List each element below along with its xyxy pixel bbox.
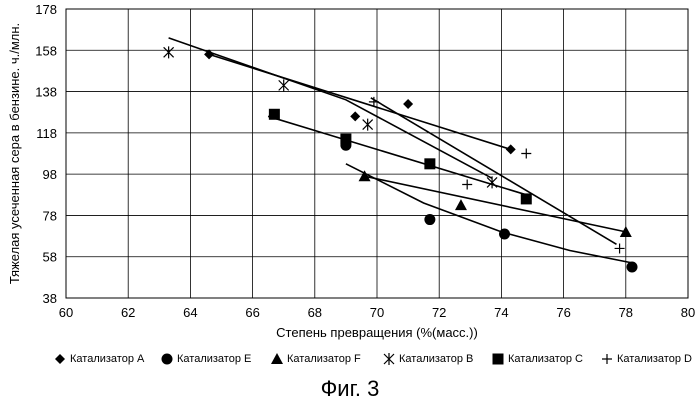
y-tick-label: 98: [43, 167, 57, 182]
x-tick-label: 70: [370, 305, 384, 320]
square-marker-icon: [492, 353, 504, 365]
data-point-series-2: [619, 225, 632, 237]
trend-lines: [168, 37, 633, 264]
legend-item-series-5: Катализатор D: [600, 352, 692, 366]
circle-marker-icon: [161, 353, 173, 365]
legend-label: Катализатор E: [177, 353, 252, 365]
legend-label: Катализатор D: [617, 353, 692, 365]
legend-item-series-1: Катализатор E: [160, 352, 251, 366]
y-axis-label: Тяжелая усеченная сера в бензине. ч./млн…: [7, 23, 22, 284]
diamond-marker-icon: [55, 354, 65, 364]
data-point-series-4: [340, 133, 352, 145]
trend-line-series-5: [370, 97, 617, 245]
x-tick-label: 66: [245, 305, 259, 320]
legend-item-series-4: Катализатор C: [491, 352, 583, 366]
figure-caption: Фиг. 3: [320, 376, 380, 401]
legend-item-series-2: Катализатор F: [270, 352, 361, 366]
legend-marker-series-5: [602, 354, 612, 364]
x-tick-label: 68: [308, 305, 322, 320]
y-tick-label: 178: [35, 2, 57, 17]
x-axis-label: Степень превращения (%(масс.)): [276, 325, 478, 340]
data-point-series-3: [278, 79, 290, 92]
x-tick-label: 72: [432, 305, 446, 320]
legend-label: Катализатор А: [70, 353, 145, 365]
data-point-series-5: [462, 179, 473, 190]
data-point-series-1: [626, 261, 638, 273]
data-point-series-0: [204, 49, 215, 60]
legend-marker-series-2: [271, 353, 283, 364]
asterisk-marker-icon: [383, 353, 395, 365]
y-tick-label: 158: [35, 43, 57, 58]
x-tick-label: 78: [619, 305, 633, 320]
data-point-series-1: [499, 228, 511, 240]
data-point-series-3: [163, 46, 175, 59]
legend-item-series-0: Катализатор А: [53, 352, 144, 366]
data-point-series-4: [268, 108, 280, 120]
chart: 60 62 64 66 68 70 72 74 76 78 80 38 58 78 98 118 138 158 1…: [7, 2, 695, 340]
data-point-series-0: [350, 111, 361, 122]
legend-marker-series-0: [55, 354, 65, 364]
y-tick-label: 138: [35, 85, 57, 100]
legend-label: Катализатор B: [399, 353, 474, 365]
data-point-series-5: [368, 96, 379, 107]
legend-marker-series-1: [161, 353, 173, 365]
trend-line-series-4: [267, 115, 527, 196]
data-points: [163, 46, 638, 273]
data-point-series-1: [424, 214, 436, 226]
trend-line-series-3: [168, 37, 493, 180]
trend-line-series-0: [205, 52, 511, 151]
triangle-marker-icon: [271, 353, 283, 364]
y-tick-label: 38: [43, 291, 57, 306]
data-point-series-5: [521, 148, 532, 159]
y-tick-label: 58: [43, 250, 57, 265]
data-point-series-4: [424, 158, 436, 170]
data-point-series-4: [520, 193, 532, 205]
x-tick-label: 80: [681, 305, 695, 320]
data-point-series-3: [486, 176, 498, 189]
data-point-series-5: [614, 243, 625, 254]
legend-label: Катализатор C: [508, 353, 583, 365]
y-tick-label: 118: [36, 126, 57, 141]
data-point-series-0: [505, 144, 516, 155]
data-point-series-0: [403, 98, 414, 109]
data-point-series-2: [454, 199, 467, 211]
legend-marker-series-4: [492, 353, 504, 365]
legend: Катализатор А Катализатор E Катализатор F К…: [0, 352, 700, 374]
legend-label: Катализатор F: [287, 353, 361, 365]
x-tick-label: 76: [556, 305, 570, 320]
plot-frame: [65, 8, 689, 299]
x-tick-label: 74: [494, 305, 508, 320]
legend-item-series-3: Катализатор B: [382, 352, 473, 366]
tick-labels: 60 62 64 66 68 70 72 74 76 78 80 38 58 78 98 118 138 158 1…: [35, 2, 695, 320]
x-tick-label: 62: [121, 305, 135, 320]
y-tick-label: 78: [43, 208, 57, 223]
trend-line-series-2: [364, 175, 626, 233]
legend-marker-series-3: [383, 353, 395, 365]
plus-marker-icon: [602, 354, 612, 364]
data-point-series-2: [358, 170, 371, 182]
x-tick-label: 64: [183, 305, 197, 320]
data-point-series-3: [362, 118, 374, 131]
x-tick-label: 60: [59, 305, 73, 320]
